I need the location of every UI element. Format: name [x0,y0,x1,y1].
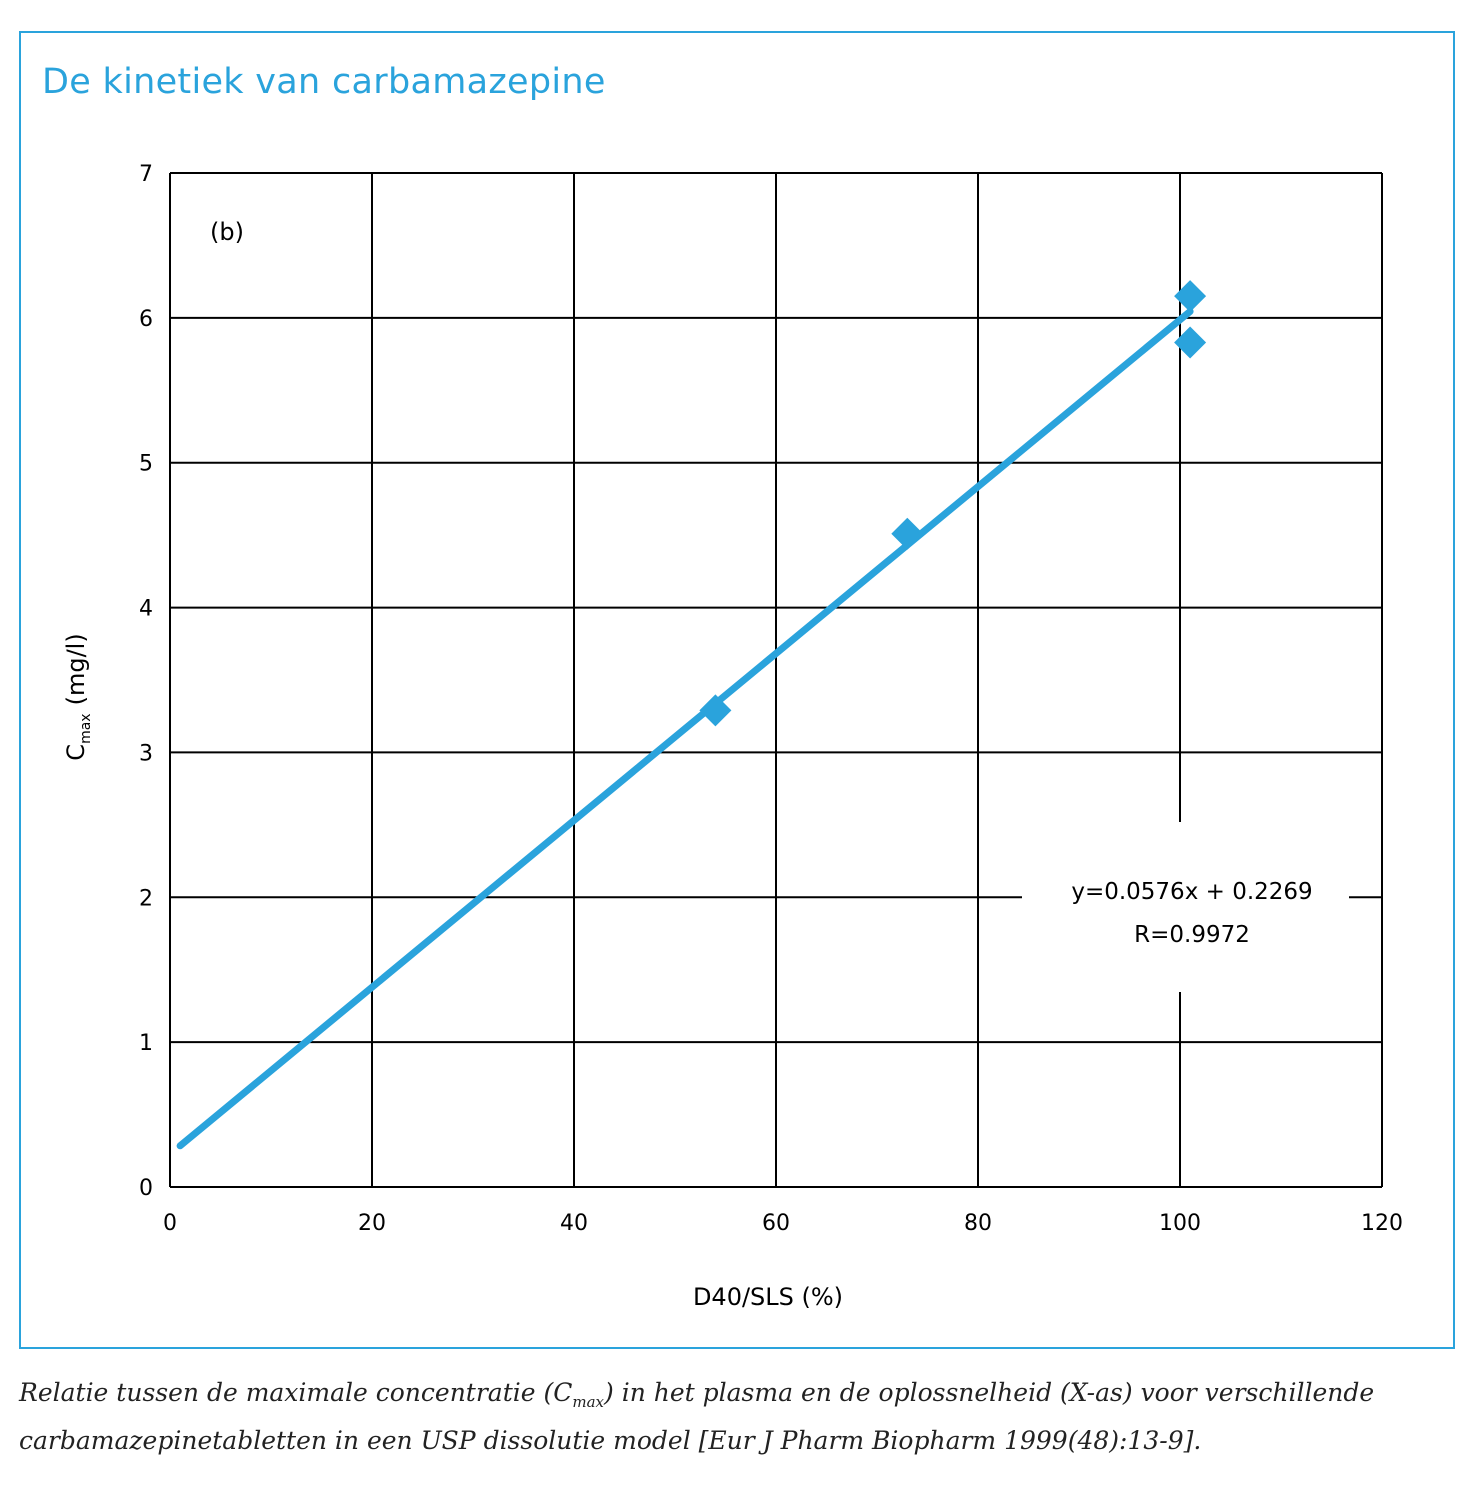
y-tick-label: 3 [139,741,153,766]
y-tick-label: 0 [139,1176,153,1201]
trendline-group [176,307,1194,1150]
data-point [1174,326,1207,359]
figure-title: De kinetiek van carbamazepine [42,62,606,102]
x-tick-label: 100 [1159,1211,1201,1236]
scatter-chart: 0 20 40 60 80 100 120 0 1 2 3 4 5 6 7 (b) y=0.0576x + … [62,162,1403,1311]
y-axis-label-sub: max [78,713,94,744]
tick-labels: 0 20 40 60 80 100 120 0 1 2 3 4 5 6 7 [139,162,1403,1236]
y-tick-label: 1 [139,1031,153,1056]
regression-equation: y=0.0576x + 0.2269 [1071,879,1312,905]
x-tick-label: 20 [358,1211,386,1236]
x-tick-label: 120 [1361,1211,1403,1236]
figure-frame [19,31,1455,1349]
annotation-background [1022,822,1349,992]
y-tick-label: 5 [139,452,153,477]
x-tick-label: 60 [762,1211,790,1236]
data-point [699,694,732,727]
y-tick-label: 6 [139,307,153,332]
y-axis-label-main: C [62,744,90,761]
y-axis-label: Cmax (mg/l) [62,633,94,760]
svg-text:Cmax(mg/l): Cmax (mg/l) [62,633,94,760]
y-tick-label: 7 [139,162,153,187]
data-points [699,280,1207,727]
y-axis-label-unit: (mg/l) [62,633,90,705]
x-axis-label: D40/SLS (%) [693,1283,843,1311]
data-point [1174,280,1207,313]
x-tick-label: 80 [964,1211,992,1236]
grid [169,172,1383,1188]
caption-post: ) in het plasma en de oplossnelheid (X-a… [604,1378,1375,1407]
caption-line-2: carbamazepinetabletten in een USP dissol… [19,1426,1202,1455]
x-tick-label: 40 [560,1211,588,1236]
trendline [176,307,1194,1150]
r-value: R=0.9972 [1134,922,1250,948]
data-point [891,517,924,550]
caption-sub: max [572,1393,605,1411]
x-tick-label: 0 [163,1211,177,1236]
panel-label: (b) [210,218,244,246]
y-tick-label: 2 [139,886,153,911]
caption-pre: Relatie tussen de maximale concentratie … [19,1378,573,1407]
y-tick-label: 4 [139,597,153,622]
caption-line-1: Relatie tussen de maximale concentratie … [19,1378,1374,1411]
